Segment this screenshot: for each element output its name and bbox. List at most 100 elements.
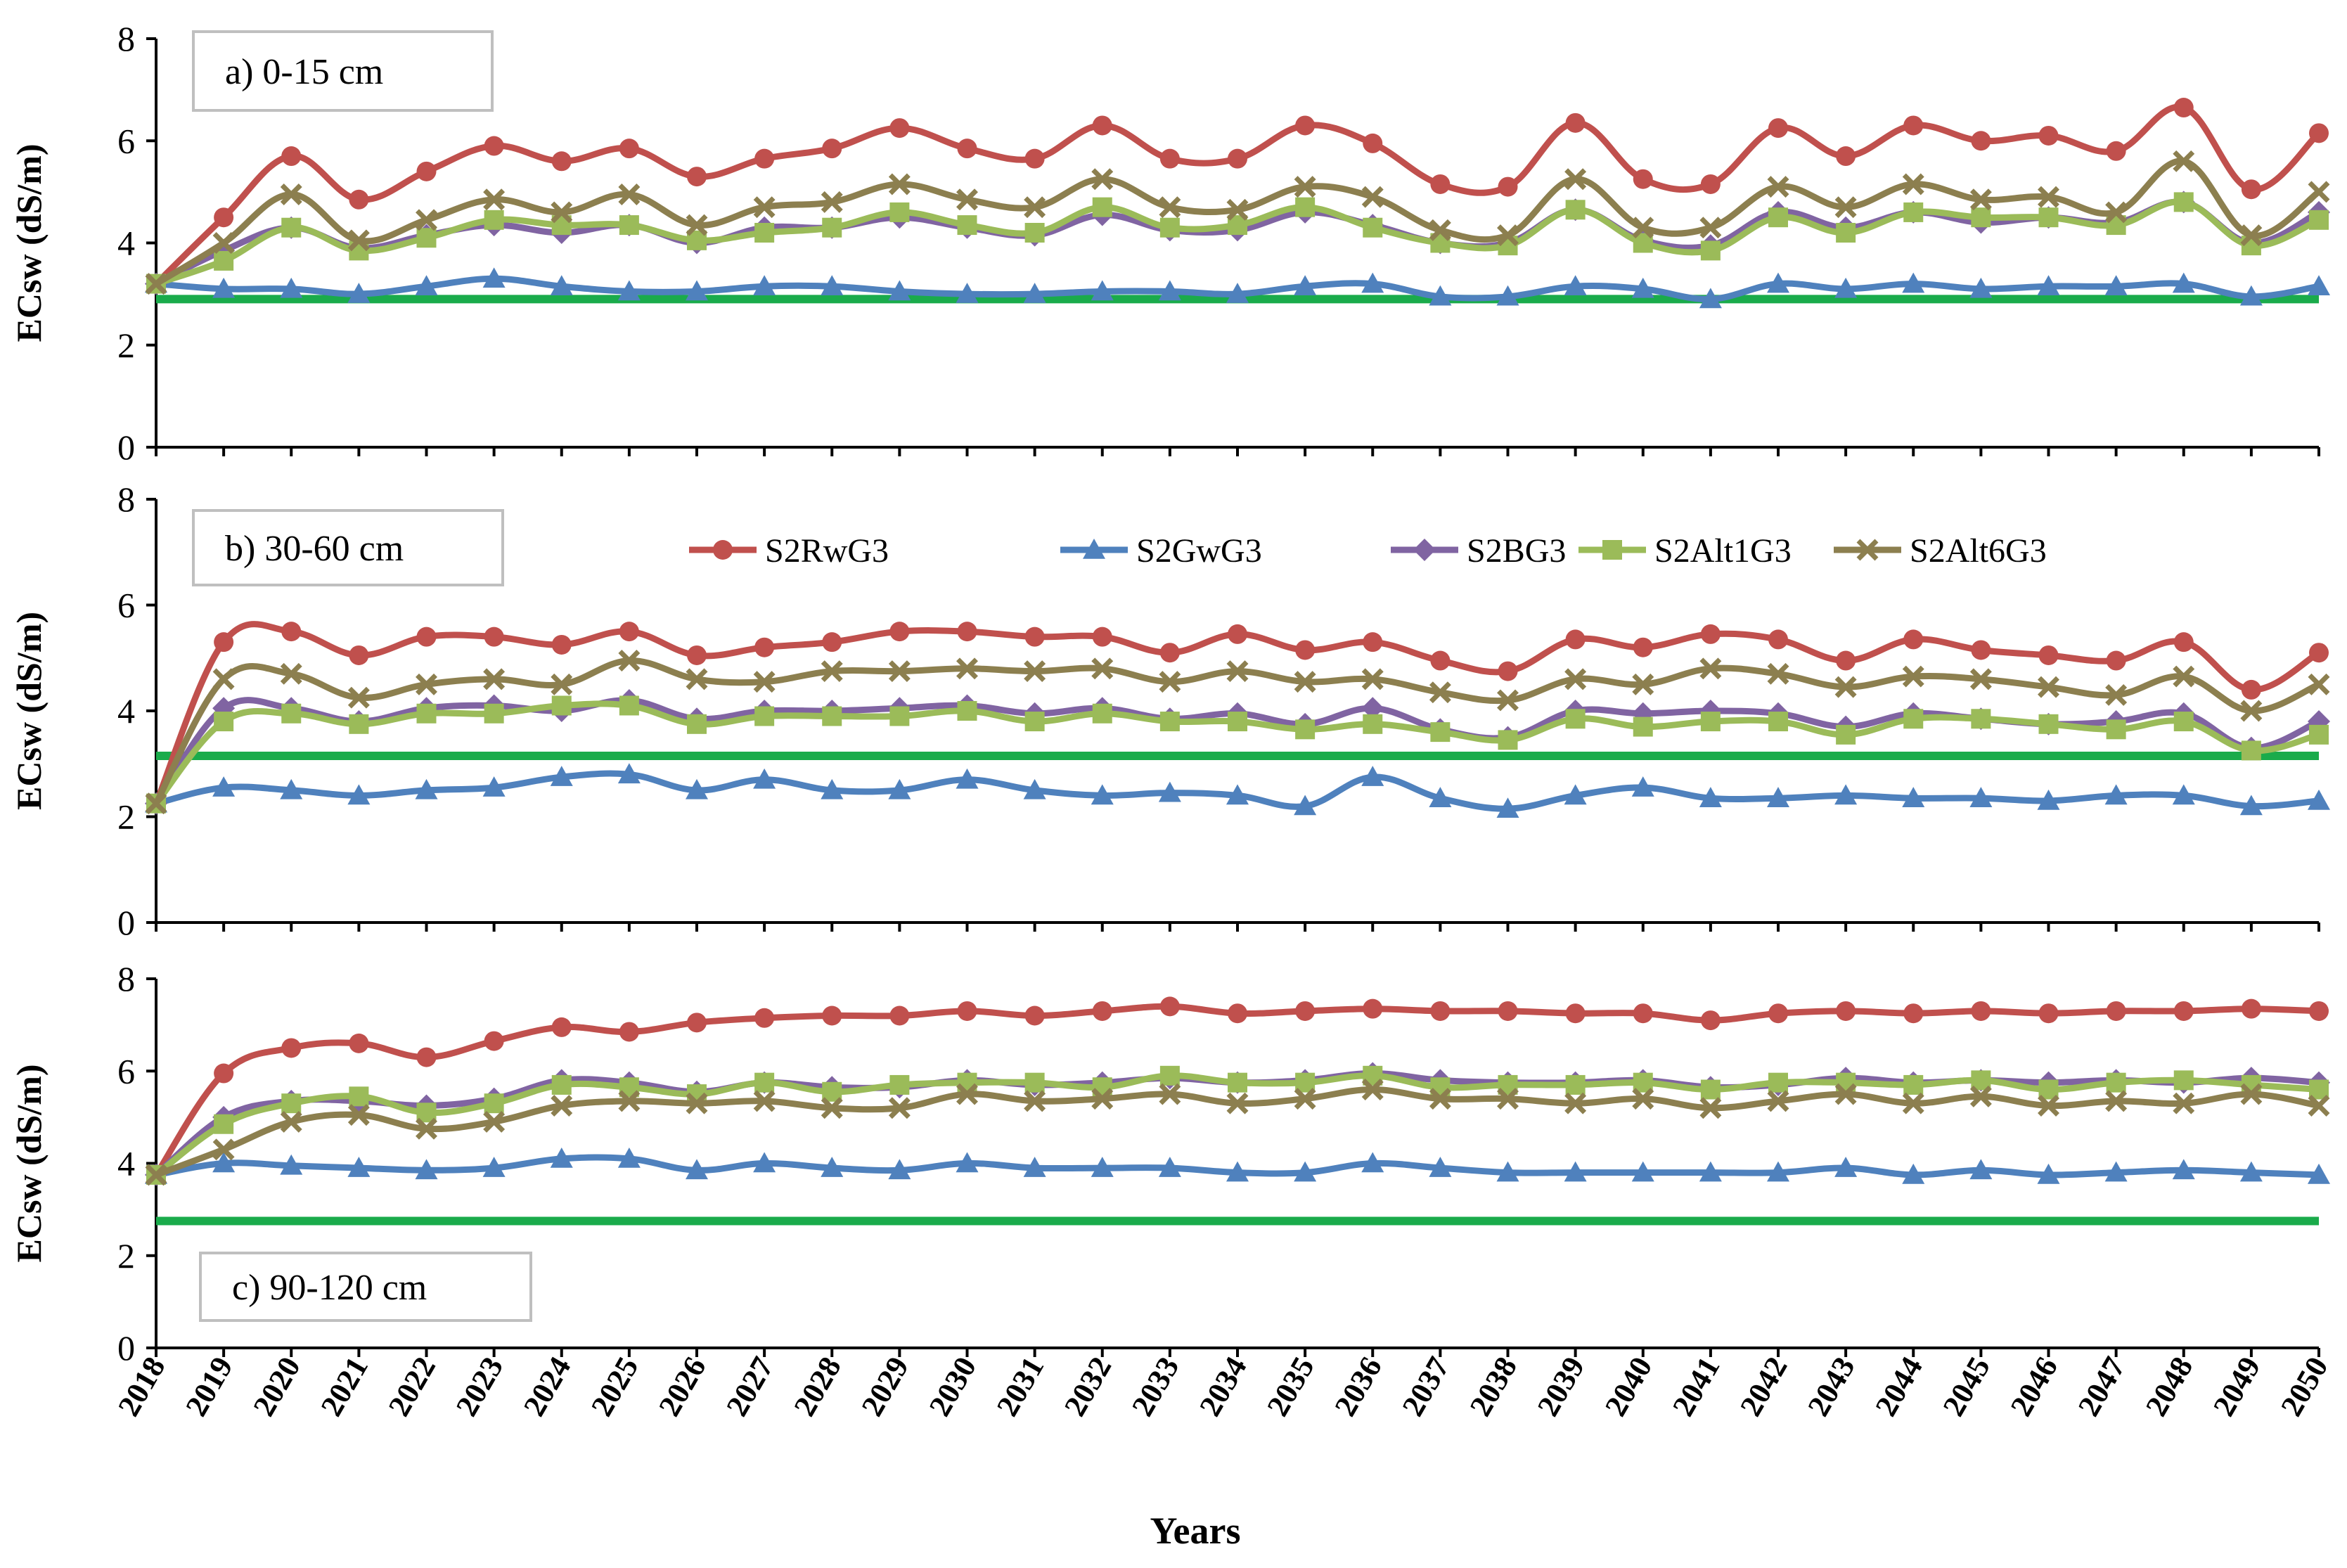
data-point-S2RwG3 bbox=[1092, 1001, 1112, 1021]
data-point-S2GwG3 bbox=[2239, 1161, 2263, 1182]
data-point-S2Alt6G3 bbox=[212, 1138, 235, 1161]
x-tick-label: 2020 bbox=[246, 1351, 307, 1422]
x-tick-label: 2028 bbox=[787, 1351, 847, 1422]
data-point-S2Alt6G3 bbox=[888, 660, 911, 683]
data-point-S2RwG3 bbox=[1565, 629, 1586, 650]
data-point-S2RwG3 bbox=[2038, 645, 2059, 665]
data-point-S2GwG3 bbox=[1969, 1159, 1993, 1180]
data-point-S2RwG3 bbox=[889, 622, 910, 642]
data-point-S2GwG3 bbox=[1429, 787, 1452, 807]
data-point-S2Alt6G3 bbox=[2105, 1090, 2128, 1112]
data-point-S2Alt6G3 bbox=[2105, 201, 2128, 224]
legend-label-S2Alt1G3: S2Alt1G3 bbox=[1654, 532, 1792, 570]
data-point-S2RwG3 bbox=[957, 139, 977, 159]
data-point-S2RwG3 bbox=[1228, 1003, 1247, 1024]
data-point-S2GwG3 bbox=[2239, 285, 2263, 306]
data-point-S2Alt6G3 bbox=[280, 184, 302, 205]
data-point-S2Alt6G3 bbox=[1767, 176, 1789, 198]
data-point-S2RwG3 bbox=[1363, 632, 1383, 653]
series-S2RwG3 bbox=[146, 621, 2329, 814]
data-point-S2RwG3 bbox=[2309, 1001, 2329, 1021]
data-point-S2Alt1G3 bbox=[1159, 712, 1180, 732]
data-point-S2GwG3 bbox=[1091, 280, 1114, 301]
data-point-S2RwG3 bbox=[281, 1038, 302, 1058]
data-point-S2Alt6G3 bbox=[280, 662, 302, 685]
data-point-S2GwG3 bbox=[2308, 275, 2330, 296]
data-point-S2GwG3 bbox=[686, 778, 708, 799]
data-point-S2Alt6G3 bbox=[1564, 168, 1587, 191]
data-point-S2Alt6G3 bbox=[416, 1117, 437, 1140]
data-point-S2RwG3 bbox=[1633, 1003, 1653, 1024]
x-tick-label: 2047 bbox=[2071, 1351, 2132, 1422]
data-point-S2Alt6G3 bbox=[956, 1083, 978, 1105]
data-point-S2GwG3 bbox=[1834, 277, 1858, 298]
data-point-S2RwG3 bbox=[1971, 640, 1991, 660]
data-point-S2RwG3 bbox=[1430, 174, 1451, 194]
panel-label: a) 0-15 cm bbox=[225, 52, 383, 92]
data-point-S2GwG3 bbox=[2104, 1161, 2128, 1182]
data-point-S2GwG3 bbox=[1496, 285, 1519, 306]
data-point-S2RwG3 bbox=[1903, 1003, 1924, 1024]
data-point-S2Alt6G3 bbox=[2105, 683, 2128, 706]
data-point-S2Alt1G3 bbox=[1903, 202, 1924, 222]
data-point-S2Alt1G3 bbox=[349, 714, 369, 734]
data-point-S2Alt6G3 bbox=[753, 1090, 776, 1112]
data-point-S2RwG3 bbox=[214, 207, 234, 228]
data-point-S2GwG3 bbox=[415, 1159, 438, 1180]
data-point-S2RwG3 bbox=[687, 1013, 707, 1033]
data-point-S2RwG3 bbox=[1092, 115, 1112, 136]
data-point-S2Alt1G3 bbox=[2106, 719, 2126, 740]
x-tick-label: 2021 bbox=[314, 1351, 375, 1422]
data-point-S2Alt6G3 bbox=[145, 273, 167, 295]
data-point-S2Alt6G3 bbox=[2308, 181, 2330, 203]
y-tick-label: 8 bbox=[117, 19, 135, 58]
data-point-S2Alt6G3 bbox=[1429, 681, 1451, 704]
data-point-S2Alt6G3 bbox=[483, 188, 506, 211]
data-point-S2GwG3 bbox=[482, 267, 506, 288]
data-point-S2GwG3 bbox=[1969, 277, 1993, 298]
data-point-S2GwG3 bbox=[753, 768, 776, 789]
y-tick-label: 4 bbox=[117, 1144, 135, 1183]
data-point-S2Alt1G3 bbox=[1565, 1074, 1586, 1095]
data-point-S2Alt6G3 bbox=[483, 668, 506, 690]
data-point-S2RwG3 bbox=[1363, 998, 1383, 1019]
data-point-S2Alt6G3 bbox=[1767, 662, 1789, 685]
data-point-S2GwG3 bbox=[888, 280, 911, 301]
data-point-S2GwG3 bbox=[1294, 795, 1317, 816]
data-point-S2Alt6G3 bbox=[1024, 196, 1046, 219]
data-point-S2Alt1G3 bbox=[1700, 712, 1721, 732]
data-point-S2RwG3 bbox=[2173, 632, 2194, 653]
data-point-S2Alt6G3 bbox=[1226, 198, 1249, 221]
data-point-S2RwG3 bbox=[214, 632, 234, 653]
data-point-S2Alt6G3 bbox=[1902, 1092, 1924, 1114]
data-point-S2Alt6G3 bbox=[1497, 224, 1519, 247]
data-point-S2Alt1G3 bbox=[1700, 240, 1721, 261]
data-point-S2GwG3 bbox=[2172, 1159, 2195, 1180]
data-point-S2Alt1G3 bbox=[214, 250, 234, 271]
data-point-S2GwG3 bbox=[617, 1147, 641, 1168]
data-point-S2RwG3 bbox=[484, 626, 504, 647]
data-point-S2Alt1G3 bbox=[281, 703, 302, 724]
data-point-S2Alt6G3 bbox=[1024, 660, 1046, 683]
data-point-S2Alt6G3 bbox=[2308, 1094, 2330, 1117]
series-line-S2RwG3 bbox=[153, 103, 2322, 286]
data-point-S2RwG3 bbox=[1768, 1003, 1788, 1024]
data-point-S2GwG3 bbox=[2239, 795, 2263, 816]
x-tick-label: 2040 bbox=[1598, 1351, 1659, 1422]
data-point-S2Alt1G3 bbox=[1159, 1065, 1180, 1086]
data-point-S2GwG3 bbox=[888, 778, 911, 799]
data-point-S2Alt6G3 bbox=[1361, 668, 1384, 690]
data-point-S2GwG3 bbox=[1023, 283, 1046, 303]
series-line-S2BG3 bbox=[155, 198, 2321, 287]
data-point-S2Alt6G3 bbox=[1497, 1088, 1519, 1110]
data-point-S2GwG3 bbox=[1767, 787, 1789, 807]
data-point-S2RwG3 bbox=[2038, 1003, 2059, 1024]
data-point-S2Alt6G3 bbox=[347, 686, 370, 709]
x-tick-label: 2024 bbox=[517, 1351, 577, 1422]
data-point-S2Alt1G3 bbox=[1700, 1079, 1721, 1100]
data-point-S2Alt6G3 bbox=[1159, 1083, 1181, 1105]
x-tick-label: 2023 bbox=[449, 1351, 510, 1422]
data-point-S2RwG3 bbox=[1024, 148, 1045, 169]
data-point-S2GwG3 bbox=[2037, 789, 2060, 810]
data-point-S2GwG3 bbox=[2037, 1163, 2060, 1184]
